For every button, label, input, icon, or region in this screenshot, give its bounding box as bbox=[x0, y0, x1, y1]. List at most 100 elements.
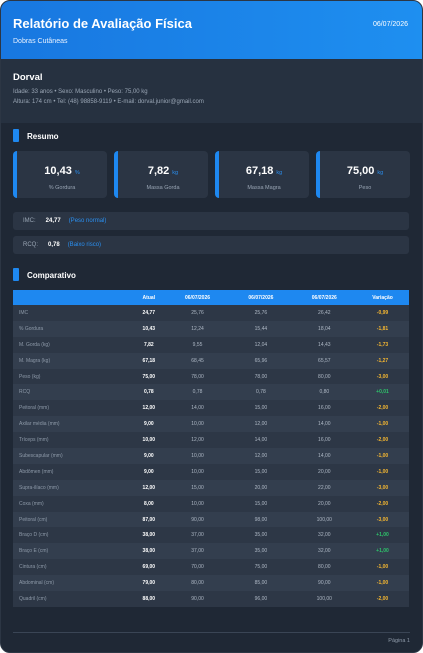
cell: Supra-ilíaco (mm) bbox=[13, 479, 132, 496]
cell: 14,00 bbox=[165, 400, 230, 417]
cell: Coxa (mm) bbox=[13, 495, 132, 512]
cell: 87,00 bbox=[131, 511, 166, 528]
cell: 9,00 bbox=[131, 463, 166, 480]
cell: 10,43 bbox=[131, 320, 166, 337]
table-row: Peitoral (cm) 87,00 90,00 98,00 100,00 -3,00 bbox=[13, 511, 409, 528]
cell: RCQ bbox=[13, 384, 132, 401]
cell: Axilar média (mm) bbox=[13, 416, 132, 433]
table-row: Peso (kg) 75,00 78,00 78,00 80,00 -3,00 bbox=[13, 368, 409, 385]
cell: 15,44 bbox=[229, 320, 293, 337]
cell: -1,27 bbox=[356, 352, 409, 369]
cell: 9,00 bbox=[131, 448, 166, 464]
cell: 25,76 bbox=[229, 305, 293, 321]
cell: 79,00 bbox=[131, 575, 166, 592]
value: 75,00 bbox=[346, 165, 375, 177]
cell: 35,00 bbox=[229, 527, 293, 544]
cell: 38,00 bbox=[131, 527, 166, 544]
cell: % Gordura bbox=[13, 320, 132, 337]
card-label: Massa Gorda bbox=[146, 185, 180, 191]
patient-name: Dorval bbox=[13, 72, 43, 83]
comparison-table: Atual 06/07/2026 06/07/2026 06/07/2026 Varia… bbox=[13, 290, 409, 607]
cell: 70,00 bbox=[165, 559, 230, 576]
cell: 14,43 bbox=[292, 336, 356, 353]
table-row: Supra-ilíaco (mm) 12,00 15,00 20,00 22,00 -3,… bbox=[13, 479, 409, 496]
value: 7,82 bbox=[147, 165, 170, 177]
cell: 12,24 bbox=[165, 320, 230, 337]
cell: 7,82 bbox=[131, 336, 166, 353]
cell: 90,00 bbox=[292, 575, 356, 592]
card-value: 67,18 kg bbox=[219, 165, 309, 177]
cell: 37,00 bbox=[165, 543, 230, 560]
cell: 12,00 bbox=[229, 416, 293, 433]
cell: -3,00 bbox=[356, 479, 409, 496]
cell: 37,00 bbox=[165, 527, 230, 544]
index-row: RCQ: 0,78 (Baixo risco) bbox=[13, 236, 409, 254]
index-value: 0,78 bbox=[48, 242, 60, 248]
cell: 10,00 bbox=[165, 463, 230, 480]
cell: 35,00 bbox=[229, 543, 293, 560]
cell: +1,00 bbox=[356, 543, 409, 560]
cell: 88,00 bbox=[131, 591, 166, 607]
cell: M. Magra (kg) bbox=[13, 352, 132, 369]
cell: 20,00 bbox=[292, 495, 356, 512]
cell: 10,00 bbox=[165, 495, 230, 512]
table-row: Peitoral (mm) 12,00 14,00 15,00 16,00 -2,00 bbox=[13, 400, 409, 417]
column-header: 06/07/2026 bbox=[229, 290, 293, 305]
cell: 14,00 bbox=[292, 448, 356, 464]
header: Relatório de Avaliação Física 06/07/2026… bbox=[1, 1, 422, 59]
summary-card: 75,00 kg Peso bbox=[316, 151, 410, 198]
card-label: Peso bbox=[358, 185, 372, 191]
cell: 75,00 bbox=[131, 368, 166, 385]
cell: Abdominal (cm) bbox=[13, 575, 132, 592]
cell: 26,42 bbox=[292, 305, 356, 321]
cell: 8,00 bbox=[131, 495, 166, 512]
cell: -1,00 bbox=[356, 559, 409, 576]
section-title: Resumo bbox=[13, 129, 59, 142]
summary-card: 7,82 kg Massa Gorda bbox=[114, 151, 208, 198]
table-row: Abdominal (cm) 79,00 80,00 85,00 90,00 -1,00 bbox=[13, 575, 409, 592]
cell: -3,00 bbox=[356, 511, 409, 528]
column-header: Variação bbox=[356, 290, 409, 305]
cell: 78,00 bbox=[165, 368, 230, 385]
cell: 15,00 bbox=[229, 400, 293, 417]
cell: M. Gorda (kg) bbox=[13, 336, 132, 353]
unit: kg bbox=[172, 170, 179, 176]
cell: 16,00 bbox=[292, 400, 356, 417]
index-note: (Baixo risco) bbox=[67, 242, 102, 248]
date: 06/07/2026 bbox=[372, 21, 408, 28]
cell: 90,00 bbox=[165, 591, 230, 607]
cell: 12,00 bbox=[229, 448, 293, 464]
cell: 9,55 bbox=[165, 336, 230, 353]
cell: 12,00 bbox=[131, 479, 166, 496]
cell: -1,00 bbox=[356, 463, 409, 480]
cell: 10,00 bbox=[165, 416, 230, 433]
patient-info: Idade: 33 anos • Sexo: Masculino • Peso:… bbox=[13, 89, 148, 95]
cell: 12,04 bbox=[229, 336, 293, 353]
cell: +0,01 bbox=[356, 384, 409, 401]
cell: 14,00 bbox=[292, 416, 356, 433]
cell: Tríceps (mm) bbox=[13, 432, 132, 449]
table-row: Subescapular (mm) 9,00 10,00 12,00 14,00 -1,0… bbox=[13, 448, 409, 464]
patient: Dorval Idade: 33 anos • Sexo: Masculino … bbox=[1, 59, 422, 123]
cell: Cintura (cm) bbox=[13, 559, 132, 576]
table-row: Quadril (cm) 88,00 90,00 96,00 100,00 -2,00 bbox=[13, 591, 409, 607]
table-row: Cintura (cm) 69,00 70,00 75,00 80,00 -1,00 bbox=[13, 559, 409, 576]
cell: 12,00 bbox=[131, 400, 166, 417]
column-header: Atual bbox=[131, 290, 166, 305]
cell: 18,04 bbox=[292, 320, 356, 337]
cell: 10,00 bbox=[165, 448, 230, 464]
unit: % bbox=[74, 170, 80, 176]
section-title: Comparativo bbox=[13, 268, 76, 281]
patient-info: Altura: 174 cm • Tel: (48) 98858-9119 • … bbox=[13, 99, 204, 105]
cell: 20,00 bbox=[292, 463, 356, 480]
cell: -2,00 bbox=[356, 495, 409, 512]
cell: IMC bbox=[13, 305, 132, 321]
cell: 16,00 bbox=[292, 432, 356, 449]
cell: 25,76 bbox=[165, 305, 230, 321]
cell: 69,00 bbox=[131, 559, 166, 576]
cell: 80,00 bbox=[165, 575, 230, 592]
index-label: IMC: bbox=[23, 218, 36, 224]
table-row: M. Magra (kg) 67,18 68,45 65,96 65,57 -1,27 bbox=[13, 352, 409, 369]
cell: Abdômen (mm) bbox=[13, 463, 132, 480]
